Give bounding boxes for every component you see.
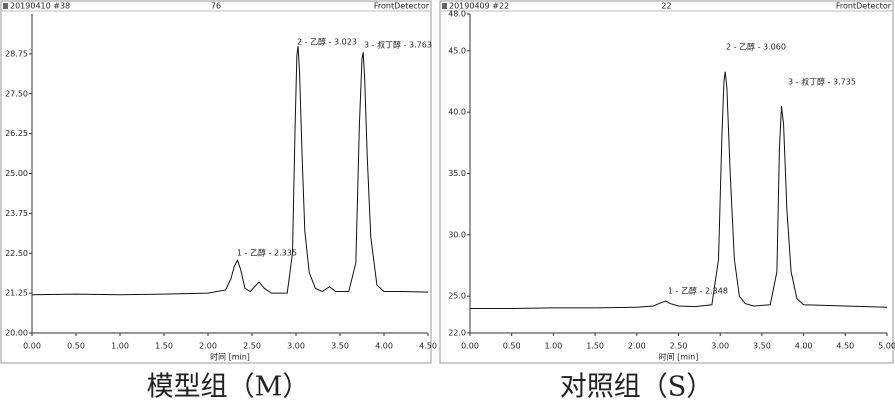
x-tick-label: 1.50	[586, 342, 604, 351]
peak-label: 3 - 叔丁醇 - 3.763	[364, 40, 432, 50]
x-tick-label: 2.00	[628, 342, 646, 351]
x-tick-label: 4.50	[836, 342, 854, 351]
x-tick-label: 4.50	[419, 342, 437, 351]
header-number: 76	[211, 2, 221, 11]
x-tick-label: 2.50	[243, 342, 261, 351]
y-tick-label: 22.50	[5, 249, 28, 258]
y-tick-label: 30.0	[448, 230, 466, 239]
y-tick-label: 27.50	[5, 89, 28, 98]
header-icon	[3, 3, 8, 9]
x-axis-label: 时间 [min]	[659, 352, 699, 362]
y-tick-label: 48.0	[448, 10, 466, 19]
y-tick-label: 45.0	[448, 46, 466, 55]
x-tick-label: 1.50	[155, 342, 173, 351]
signal-line	[470, 71, 888, 309]
x-tick-label: 4.00	[795, 342, 813, 351]
header-detector: FrontDetector	[374, 2, 430, 11]
peak-label: 1 - 乙醇 - 2.348	[668, 286, 728, 296]
y-tick-label: 23.75	[5, 209, 28, 218]
y-tick-label: 22.0	[448, 329, 466, 338]
header-id: 20190409 #22	[449, 2, 509, 11]
y-tick-label: 25.0	[448, 292, 466, 301]
x-axis-label: 时间 [min]	[210, 352, 250, 362]
peak-label: 1 - 乙醇 - 2.335	[237, 248, 297, 258]
y-tick-label: 25.00	[5, 169, 28, 178]
panel-frame	[0, 0, 432, 364]
x-tick-label: 2.50	[670, 342, 688, 351]
y-tick-label: 26.25	[5, 129, 28, 138]
x-tick-label: 1.00	[111, 342, 129, 351]
y-tick-label: 28.75	[5, 49, 28, 58]
x-tick-label: 2.00	[199, 342, 217, 351]
y-tick-label: 40.0	[448, 108, 466, 117]
x-tick-label: 3.00	[287, 342, 305, 351]
x-tick-label: 5.00	[878, 342, 895, 351]
y-tick-label: 20.00	[5, 329, 28, 338]
x-tick-label: 3.00	[711, 342, 729, 351]
header-number: 22	[661, 2, 671, 11]
peak-label: 2 - 乙醇 - 3.060	[726, 42, 786, 52]
x-tick-label: 0.00	[23, 342, 41, 351]
header-id: 20190410 #38	[10, 2, 70, 11]
y-tick-label: 21.25	[5, 289, 28, 298]
panel-frame	[439, 0, 894, 364]
x-tick-label: 4.00	[375, 342, 393, 351]
caption: 模型组（M）	[147, 372, 310, 403]
header-detector: FrontDetector	[836, 2, 892, 11]
x-tick-label: 3.50	[331, 342, 349, 351]
caption: 对照组（S）	[560, 372, 714, 403]
peak-label: 3 - 叔丁醇 - 3.735	[788, 77, 856, 87]
x-tick-label: 0.50	[503, 342, 521, 351]
x-tick-label: 0.00	[461, 342, 479, 351]
signal-line	[31, 45, 429, 296]
y-tick-label: 35.0	[448, 169, 466, 178]
x-tick-label: 1.00	[544, 342, 562, 351]
header-icon	[442, 3, 447, 9]
x-tick-label: 0.50	[67, 342, 85, 351]
peak-label: 2 - 乙醇 - 3.023	[297, 37, 357, 47]
x-tick-label: 3.50	[753, 342, 771, 351]
